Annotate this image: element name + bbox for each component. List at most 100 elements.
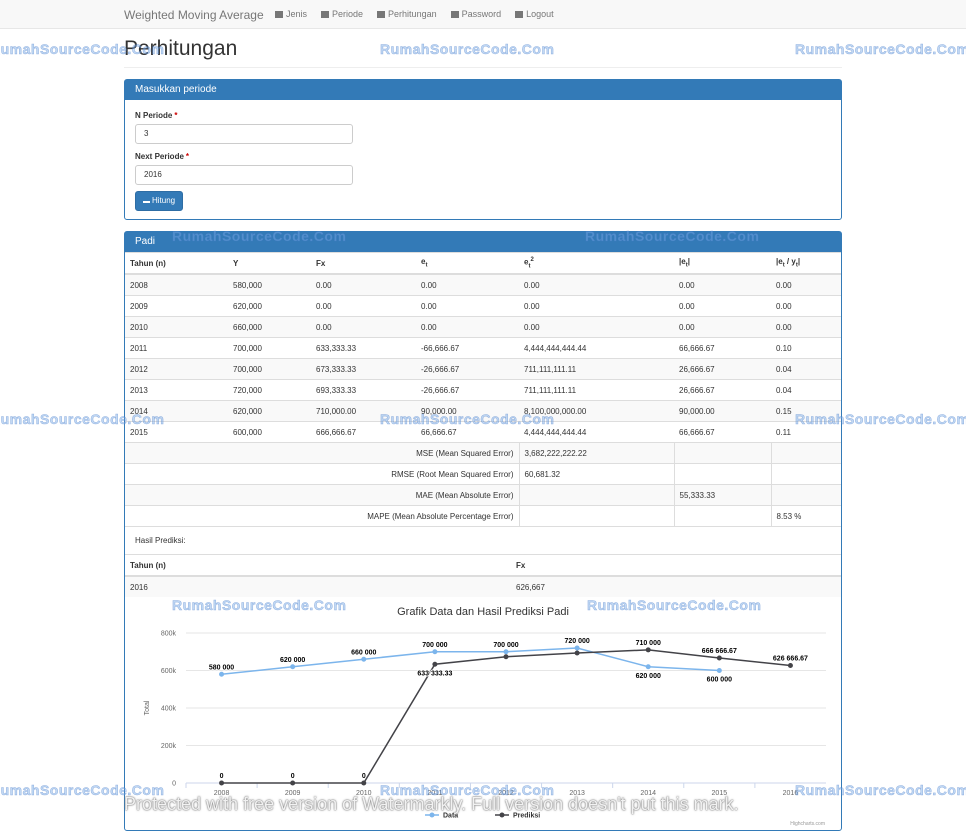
table-cell: 0.00 (771, 316, 841, 338)
nav-text: Logout (526, 9, 554, 19)
y-tick-label: 200k (161, 743, 177, 750)
credit: Highcharts.com (790, 821, 825, 827)
table-row: 2015 600,000 666,666.67 66,666.67 4,444,444,… (125, 421, 841, 443)
table-cell: 0.00 (519, 295, 674, 317)
column-header: et2 (519, 252, 674, 275)
table-cell: 2012 (125, 358, 228, 380)
required-mark: * (185, 152, 190, 161)
table-cell: 66,666.67 (674, 337, 771, 359)
panel-heading: Padi (125, 232, 841, 252)
data-label: 626 666.67 (773, 656, 808, 663)
data-point (574, 645, 580, 651)
data-point (503, 649, 509, 655)
table-row: 2014 620,000 710,000.00 90,000.00 8,100,000,… (125, 400, 841, 422)
x-tick-label: 2016 (783, 790, 799, 797)
table-cell: 2013 (125, 379, 228, 401)
data-label: 620 000 (280, 657, 305, 664)
summary-value: 55,333.33 (673, 484, 771, 506)
nav-icon (321, 11, 330, 18)
nav-item[interactable]: Logout (515, 9, 554, 19)
table-cell: 620,000 (228, 295, 311, 317)
table-cell: 2010 (125, 316, 228, 338)
table-cell: 0.00 (311, 316, 416, 338)
table-cell: 26,666.67 (674, 358, 771, 380)
table-cell: 711,111,111.11 (519, 358, 674, 380)
x-tick-label: 2011 (427, 790, 442, 797)
data-label: 700 000 (422, 642, 447, 649)
summary-cell (770, 442, 841, 464)
nav-item[interactable]: Jenis (275, 9, 307, 19)
summary-label: MAPE (Mean Absolute Percentage Error) (125, 505, 519, 526)
field-label: N Periode * (135, 111, 177, 120)
table-row: 2010 660,000 0.00 0.00 0.00 0.00 0.00 (125, 316, 841, 338)
data-label: 620 000 (636, 673, 661, 680)
nav-text: Perhitungan (388, 9, 437, 19)
summary-value: 3,682,222,222.22 (518, 442, 674, 464)
nav-items: Jenis Periode Perhitungan Password Logout (275, 9, 554, 19)
table-cell: 720,000 (228, 379, 311, 401)
header-part: t (425, 262, 428, 269)
table-cell: 633,333.33 (311, 337, 416, 359)
nav-icon (515, 11, 524, 18)
data-label: 666 666.67 (702, 648, 737, 655)
input[interactable]: 3 (135, 124, 353, 144)
table-cell: 0.00 (519, 273, 674, 296)
table-cell: 2016 (125, 575, 511, 597)
data-label: 580 000 (209, 664, 234, 671)
table-cell: 711,111,111.11 (519, 379, 674, 401)
table-cell: 0.04 (771, 379, 841, 401)
header-part: / y (784, 257, 796, 267)
table-cell: 0.00 (311, 273, 416, 296)
x-tick-label: 2010 (356, 790, 372, 797)
button[interactable]: Hitung (135, 191, 184, 211)
table-cell: 0.00 (771, 295, 841, 317)
table-row: 2008 580,000 0.00 0.00 0.00 0.00 0.00 (125, 273, 841, 296)
data-point (432, 661, 438, 667)
series-line (221, 647, 720, 675)
header-part: t (782, 262, 785, 269)
data-label: 633 333.33 (417, 670, 452, 677)
table-cell: 660,000 (228, 316, 311, 338)
icon (143, 195, 150, 203)
x-tick-label: 2012 (498, 790, 514, 797)
data-point (574, 650, 580, 656)
legend-label[interactable]: Data (443, 813, 458, 820)
summary-label: MSE (Mean Squared Error) (125, 442, 519, 464)
column-header: |et| (674, 252, 771, 275)
table-cell: 700,000 (228, 358, 311, 380)
input[interactable]: 2016 (135, 165, 353, 185)
table-cell: 600,000 (228, 421, 311, 443)
chart-title: Grafik Data dan Hasil Prediksi Padi (397, 606, 569, 618)
nav-text: Password (461, 9, 502, 19)
table-cell: 0.00 (416, 273, 519, 296)
table-row: 2016 626,667 (125, 575, 841, 597)
table-cell: 710,000.00 (311, 400, 416, 422)
data-point (503, 654, 509, 660)
table-cell: 0.00 (416, 316, 519, 338)
header-part: e (421, 257, 426, 267)
x-tick-label: 2015 (712, 790, 728, 797)
column-header: Fx (311, 252, 416, 275)
summary-cell (673, 463, 771, 485)
column-header: et (416, 252, 519, 275)
table-cell: 673,333.33 (311, 358, 416, 380)
data-point (716, 668, 722, 673)
table-cell: 0.15 (771, 400, 841, 422)
table-cell: 620,000 (228, 400, 311, 422)
summary-label: RMSE (Root Mean Squared Error) (125, 463, 519, 485)
nav-item[interactable]: Perhitungan (377, 9, 437, 19)
nav-item[interactable]: Periode (321, 9, 363, 19)
x-tick-label: 2009 (285, 790, 301, 797)
legend-label[interactable]: Prediksi (513, 813, 540, 820)
summary-label: MAE (Mean Absolute Error) (125, 484, 519, 506)
table-cell: 2008 (125, 273, 228, 296)
field-label: Next Periode * (135, 152, 189, 161)
data-point (361, 780, 367, 786)
brand[interactable]: Weighted Moving Average (124, 8, 264, 22)
data-point (290, 664, 296, 670)
header-part: |e (679, 257, 686, 267)
table-cell: 2014 (125, 400, 228, 422)
nav-item[interactable]: Password (450, 9, 502, 19)
table-cell: 90,000.00 (674, 400, 771, 422)
